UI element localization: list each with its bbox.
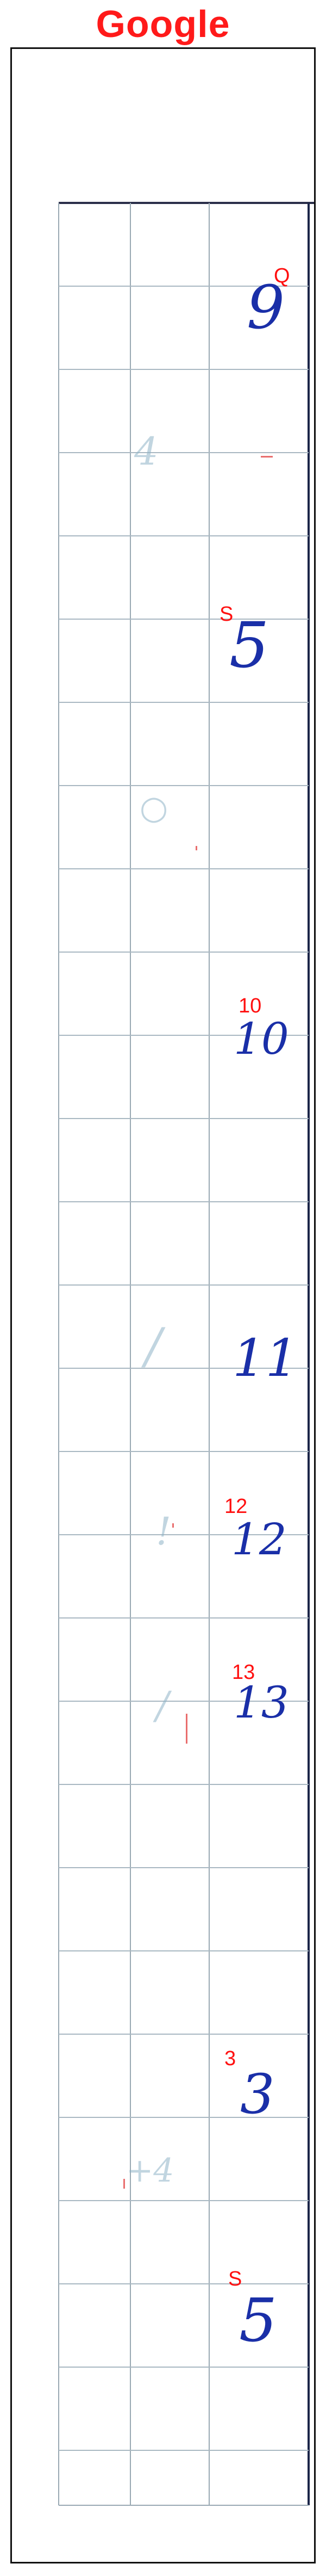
annotation-label-5: 12 (224, 1495, 248, 1518)
handwritten-number-1: 9 (247, 273, 285, 342)
faint-mark-3: / (145, 1318, 162, 1375)
annotation-label-7: 3 (224, 2047, 236, 2070)
annotation-label-1: Q (274, 264, 290, 287)
handwritten-number-4: 11 (233, 1329, 298, 1388)
grid-table (58, 202, 314, 2506)
grid-row-lines (59, 286, 309, 2451)
faint-mark-1: 4 (134, 429, 159, 474)
red-mark-1 (261, 456, 273, 458)
annotation-label-8: S (228, 2268, 242, 2290)
page-title: Google (96, 3, 230, 45)
faint-mark-4: ! (156, 1509, 172, 1554)
red-mark-3 (172, 1523, 174, 1528)
red-mark-5 (123, 2179, 125, 2189)
faint-mark-2: ○ (140, 789, 168, 827)
red-mark-2 (196, 846, 197, 850)
handwritten-number-7: 3 (240, 2062, 275, 2126)
handwritten-number-8: 5 (239, 2285, 277, 2355)
annotation-label-6: 13 (232, 1661, 255, 1684)
annotation-label-3: 10 (239, 994, 262, 1017)
annotation-label-2: S (220, 603, 234, 626)
red-mark-4 (186, 1714, 187, 1744)
scanned-document: 4 ○ / ! / +4 Q S 10 12 13 3 S 9 5 10 11 … (10, 47, 316, 2563)
handwritten-number-2: 5 (229, 609, 269, 682)
faint-mark-6: +4 (126, 2152, 174, 2190)
faint-mark-5: / (156, 1683, 169, 1728)
handwritten-number-3: 10 (234, 1014, 289, 1064)
handwritten-number-6: 13 (234, 1677, 289, 1728)
handwritten-number-5: 12 (231, 1514, 287, 1565)
